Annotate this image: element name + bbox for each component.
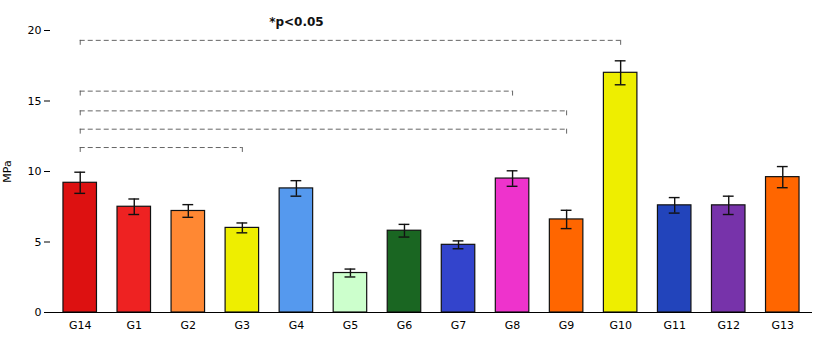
svg-text:G6: G6 xyxy=(397,319,413,332)
svg-text:MPa: MPa xyxy=(1,160,14,182)
svg-text:G13: G13 xyxy=(772,319,795,332)
svg-text:*p<0.05: *p<0.05 xyxy=(269,15,324,29)
svg-text:G7: G7 xyxy=(451,319,467,332)
svg-text:0: 0 xyxy=(35,306,42,319)
svg-text:G4: G4 xyxy=(289,319,305,332)
svg-text:G11: G11 xyxy=(663,319,686,332)
svg-text:10: 10 xyxy=(28,165,42,178)
svg-text:G5: G5 xyxy=(343,319,359,332)
svg-text:G9: G9 xyxy=(559,319,575,332)
svg-text:G2: G2 xyxy=(181,319,197,332)
svg-text:G1: G1 xyxy=(127,319,143,332)
svg-text:20: 20 xyxy=(28,24,42,37)
svg-text:G10: G10 xyxy=(609,319,632,332)
svg-text:G12: G12 xyxy=(717,319,740,332)
svg-text:15: 15 xyxy=(28,95,42,108)
svg-text:G3: G3 xyxy=(235,319,251,332)
svg-text:G8: G8 xyxy=(505,319,521,332)
svg-text:G14: G14 xyxy=(69,319,92,332)
svg-text:5: 5 xyxy=(35,236,42,249)
